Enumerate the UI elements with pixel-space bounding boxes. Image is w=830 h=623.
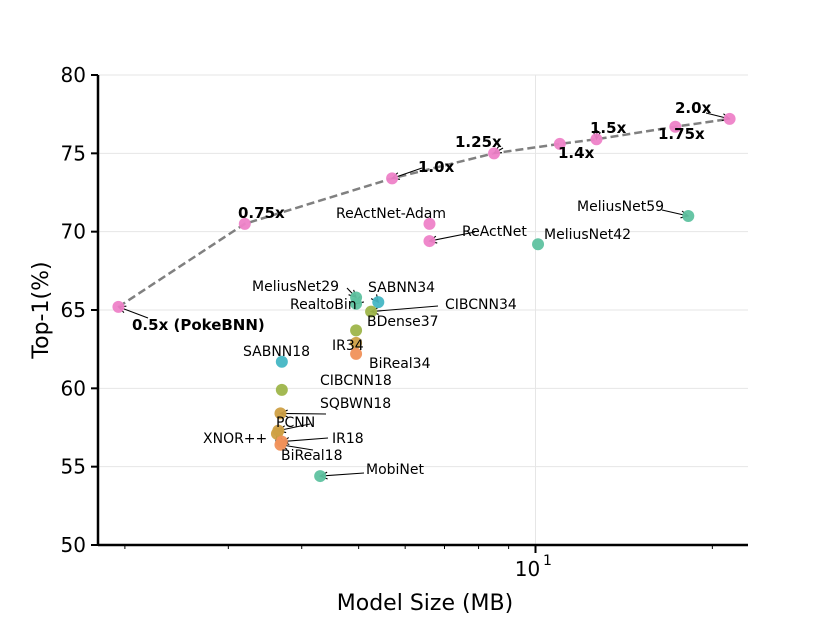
data-point (372, 296, 385, 309)
point-label: ReActNet-Adam (336, 206, 446, 222)
point-label: IR34 (332, 338, 364, 354)
data-points (112, 112, 736, 483)
data-point (723, 112, 736, 125)
data-point (682, 210, 695, 222)
annotation-arrow (320, 472, 365, 477)
point-label: SABNN18 (243, 344, 310, 360)
x-tick-label: 10 (515, 557, 540, 581)
point-label: BDense37 (367, 314, 439, 330)
point-label: MobiNet (366, 462, 425, 478)
data-point (314, 470, 327, 483)
axis-ticks: 50 55 60 65 70 75 80 10 1 (61, 63, 713, 581)
pokebnn-trend (117, 117, 730, 308)
point-label: BiReal18 (281, 448, 343, 464)
point-label: CIBCNN34 (445, 297, 517, 313)
y-tick-label: 80 (61, 63, 86, 87)
point-labels: 0.5x (PokeBNN) 0.75x 1.0x1.25x 1.4x 1.5x 1.75… (132, 99, 712, 478)
data-point (423, 235, 436, 248)
point-label: SQBWN18 (320, 396, 391, 412)
y-tick-label: 75 (61, 141, 86, 165)
grid-lines (98, 74, 748, 546)
point-label: ReActNet (462, 224, 527, 240)
x-tick-exponent: 1 (543, 553, 552, 569)
point-label: RealtoBin (290, 297, 357, 313)
data-point (365, 305, 378, 318)
y-tick-label: 50 (61, 533, 86, 557)
data-point (112, 300, 125, 313)
point-label: MeliusNet59 (577, 199, 664, 215)
point-label: SABNN34 (368, 280, 435, 296)
pokebnn-point-label: 1.4x (558, 144, 595, 162)
y-tick-label: 65 (61, 298, 86, 322)
data-point (423, 217, 436, 230)
data-point (274, 407, 287, 420)
data-point (274, 438, 287, 451)
data-point (532, 238, 545, 251)
annotation-arrow (371, 305, 439, 313)
pokebnn-point-label: 0.75x (238, 204, 285, 222)
point-label: MeliusNet42 (544, 227, 631, 243)
annotation-arrow (429, 231, 476, 242)
data-point (275, 383, 288, 396)
data-point (386, 172, 399, 185)
annotation-arrow (281, 437, 329, 443)
data-point (669, 120, 682, 133)
pokebnn-point-label: 1.75x (658, 125, 705, 143)
pokebnn-point-label: 2.0x (675, 99, 712, 117)
pokebnn-point-label: 1.0x (418, 158, 455, 176)
data-point (590, 133, 603, 146)
point-label: BiReal34 (369, 356, 431, 372)
x-axis-title: Model Size (MB) (337, 591, 513, 616)
pokebnn-point-label: 1.5x (590, 119, 627, 137)
point-label: CIBCNN18 (320, 373, 392, 389)
data-point (238, 217, 251, 230)
pokebnn-point-label: 1.25x (455, 133, 502, 151)
annotation-arrow (280, 412, 327, 415)
data-point (488, 147, 501, 160)
y-tick-label: 60 (61, 376, 86, 400)
point-label: IR18 (332, 431, 364, 447)
point-label: PCNN (276, 415, 315, 431)
y-tick-label: 55 (61, 455, 86, 479)
pokebnn-point-label: 0.5x (PokeBNN) (132, 316, 265, 334)
y-tick-label: 70 (61, 220, 86, 244)
y-axis-title: Top-1(%) (29, 261, 54, 359)
data-point (350, 347, 363, 360)
point-label: XNOR++ (203, 431, 267, 447)
point-label: MeliusNet29 (252, 279, 339, 295)
data-point (350, 336, 363, 349)
data-point (350, 324, 363, 337)
pokebnn-trend-line (117, 117, 730, 308)
data-point (275, 355, 288, 368)
data-point (350, 297, 363, 310)
data-point (553, 137, 566, 150)
